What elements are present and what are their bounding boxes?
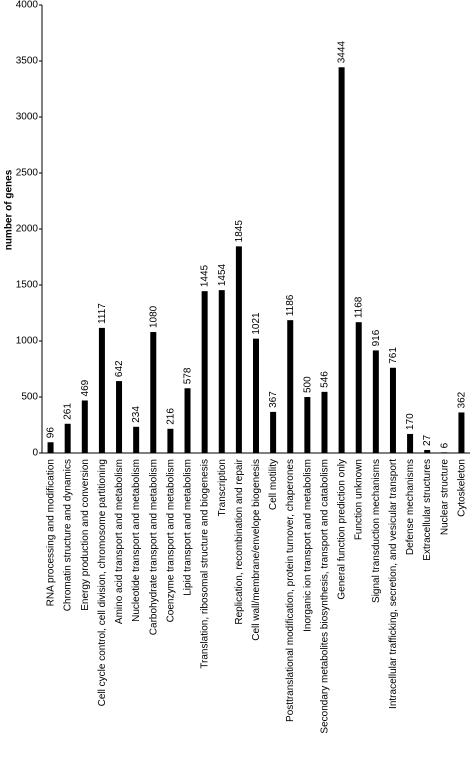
bar (133, 426, 140, 453)
value-label: 469 (80, 379, 91, 396)
value-label: 761 (388, 347, 399, 364)
bar (47, 442, 54, 453)
y-axis-label: number of genes (4, 169, 15, 250)
x-tick-label: Transcription (217, 459, 228, 516)
y-tick-label: 3000 (16, 112, 39, 123)
bar (201, 291, 208, 453)
x-tick-label: General function prediction only (337, 459, 348, 600)
value-label: 1021 (251, 312, 262, 335)
value-label: 1080 (148, 305, 159, 328)
bar (338, 67, 345, 453)
y-tick-label: 0 (32, 448, 38, 459)
x-tick-label: RNA processing and modification (46, 459, 57, 606)
bar (167, 428, 174, 453)
x-tick-label: Amino acid transport and metabolism (114, 459, 125, 624)
bar (441, 452, 448, 453)
bar (321, 391, 328, 453)
x-tick-label: Inorganic ion transport and metabolism (302, 459, 313, 632)
bar (116, 381, 123, 453)
y-tick-label: 2000 (16, 224, 39, 235)
value-label: 578 (183, 367, 194, 384)
x-tick-label: Replication, recombination and repair (234, 458, 245, 624)
x-tick-label: Intracellular trafficking, secretion, an… (388, 459, 399, 709)
y-tick-label: 4000 (16, 0, 39, 11)
bar (253, 338, 259, 453)
bar (235, 246, 242, 453)
x-tick-label: Nucleotide transport and metabolism (131, 459, 142, 622)
x-tick-label: Nuclear structure (439, 459, 450, 536)
x-tick-label: Posttranslational modification, protein … (285, 459, 296, 722)
x-tick-label: Lipid transport and metabolism (183, 459, 194, 596)
value-label: 1117 (97, 303, 108, 324)
value-label: 1845 (234, 220, 245, 243)
value-label: 1186 (285, 294, 296, 316)
value-label: 546 (319, 371, 330, 388)
x-tick-label: Chromatin structure and dynamics (63, 459, 74, 611)
value-label: 1454 (217, 263, 228, 286)
bar (218, 290, 225, 453)
value-label: 96 (46, 427, 57, 439)
bar (458, 412, 465, 453)
x-tick-label: Carbohydrate transport and metabolism (148, 459, 159, 635)
value-label: 170 (405, 413, 416, 430)
value-label: 261 (63, 403, 74, 420)
bar (184, 388, 191, 453)
y-tick-label: 500 (21, 392, 38, 403)
value-label: 1168 (354, 296, 365, 318)
bar (81, 400, 88, 453)
bar (424, 449, 431, 453)
y-tick-label: 2500 (16, 168, 39, 179)
value-label: 6 (439, 442, 450, 448)
x-tick-label: Secondary metabolites biosynthesis, tran… (319, 459, 330, 734)
y-tick-label: 1500 (16, 280, 39, 291)
value-label: 216 (165, 408, 176, 425)
y-tick-label: 3500 (16, 56, 39, 67)
value-label: 362 (456, 391, 467, 408)
bar (270, 411, 277, 453)
bar (389, 367, 396, 453)
bar (64, 423, 71, 453)
bar (287, 320, 294, 453)
bar (407, 433, 414, 453)
x-tick-label: Coenzyme transport and metabolism (165, 459, 176, 622)
value-label: 642 (114, 360, 125, 377)
value-label: 27 (422, 434, 433, 446)
x-tick-label: Function unknown (354, 459, 365, 540)
bar (372, 350, 379, 453)
x-tick-label: Signal transduction mechanisms (371, 459, 382, 603)
x-tick-label: Cell cycle control, cell division, chrom… (97, 459, 108, 706)
x-tick-label: Extracellular structures (422, 459, 433, 561)
x-tick-label: Cell motility (268, 459, 279, 510)
bar (304, 397, 311, 453)
x-tick-label: Translation, ribosomal structure and bio… (200, 459, 211, 669)
bar (355, 322, 362, 453)
bar (98, 327, 105, 453)
value-label: 500 (302, 376, 313, 393)
y-tick-label: 1000 (16, 336, 39, 347)
bar (150, 332, 157, 453)
x-tick-label: Cell wall/membrane/envelope biogenesis (251, 459, 262, 641)
value-label: 916 (371, 329, 382, 346)
value-label: 3444 (337, 41, 348, 64)
x-tick-label: Energy production and conversion (80, 459, 91, 611)
x-tick-label: Cytoskeleton (456, 459, 467, 517)
value-label: 234 (131, 406, 142, 423)
value-label: 1445 (200, 264, 211, 287)
x-tick-label: Defense mechanisms (405, 459, 416, 555)
value-label: 367 (268, 391, 279, 408)
